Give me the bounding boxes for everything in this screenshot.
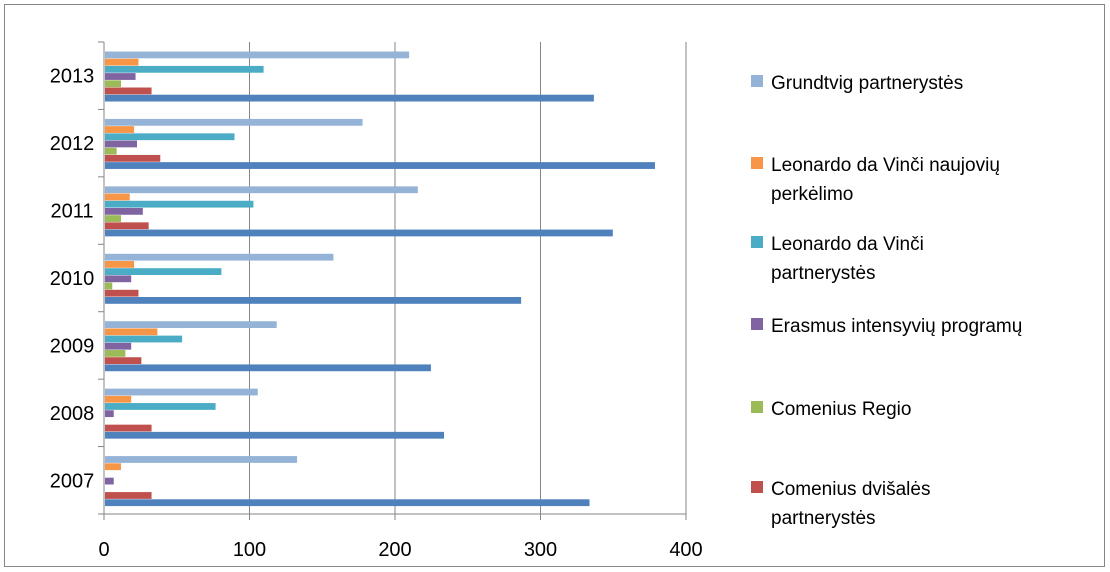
legend-swatch	[751, 236, 763, 248]
y-tick-label: 2012	[50, 133, 95, 155]
bar-2012-series-3	[105, 140, 138, 148]
y-tick-label: 2013	[50, 66, 95, 88]
bar-2008-series-1	[105, 424, 152, 432]
bar-2007-series-1	[105, 492, 152, 499]
bar-2008-series-6	[105, 388, 258, 396]
bar-2012-series-2	[105, 147, 117, 155]
x-tick-label: 100	[233, 539, 266, 561]
bar-2011-series-4	[105, 200, 254, 208]
bar-2009-series-6	[105, 321, 277, 329]
bar-2007-series-0	[105, 499, 590, 507]
bar-2009-series-4	[105, 335, 183, 343]
legend-swatch	[751, 318, 763, 330]
legend-label: partnerystės	[771, 263, 876, 284]
bar-2007-series-5	[105, 463, 122, 471]
legend-swatch	[751, 481, 763, 493]
bar-2008-series-3	[105, 410, 114, 418]
bar-2007-series-3	[105, 477, 114, 485]
bar-2010-series-4	[105, 268, 222, 275]
bar-2009-series-2	[105, 350, 126, 357]
bar-2008-series-4	[105, 403, 216, 410]
bar-2013-series-1	[105, 87, 152, 95]
bar-2011-series-3	[105, 207, 143, 215]
y-tick-label: 2010	[50, 268, 95, 290]
legend-label: Erasmus intensyvių programų	[771, 316, 1022, 337]
bar-2010-series-5	[105, 261, 135, 268]
legend-label: Grundtvig partnerystės	[771, 73, 963, 94]
bar-2011-series-6	[105, 186, 418, 194]
y-tick-label: 2008	[50, 403, 95, 425]
bar-2009-series-5	[105, 328, 158, 336]
bar-2011-series-0	[105, 229, 613, 237]
bar-2007-series-6	[105, 456, 298, 463]
y-tick-label: 2011	[50, 201, 93, 223]
bar-2012-series-0	[105, 162, 655, 169]
bar-2013-series-5	[105, 58, 139, 66]
bar-2013-series-6	[105, 51, 410, 59]
x-tick-label: 300	[524, 539, 557, 561]
legend-swatch	[751, 75, 763, 87]
bar-2012-series-4	[105, 133, 235, 141]
bar-2010-series-0	[105, 297, 522, 304]
bar-2012-series-5	[105, 126, 135, 133]
x-tick-label: 400	[669, 539, 702, 561]
bar-2013-series-2	[105, 80, 122, 88]
bar-2010-series-3	[105, 275, 132, 283]
legend-swatch	[751, 157, 763, 169]
legend-label: Comenius Regio	[771, 399, 911, 420]
bar-2008-series-5	[105, 395, 132, 403]
bar-2008-series-0	[105, 431, 445, 439]
bar-2011-series-5	[105, 193, 130, 201]
bar-2010-series-1	[105, 289, 139, 297]
bar-2009-series-0	[105, 364, 431, 372]
bar-2009-series-3	[105, 342, 132, 350]
legend-label: perkėlimo	[771, 184, 853, 205]
y-tick-label: 2007	[50, 470, 95, 492]
x-tick-label: 0	[98, 539, 109, 561]
legend-label: Leonardo da Vinči naujovių	[771, 155, 1000, 176]
bar-2013-series-3	[105, 73, 136, 80]
bar-2013-series-4	[105, 65, 264, 73]
bar-2009-series-1	[105, 357, 142, 365]
bar-2011-series-1	[105, 222, 149, 230]
y-tick-label: 2009	[50, 335, 95, 357]
legend-label: partnerystės	[771, 508, 876, 529]
bar-2013-series-0	[105, 94, 594, 102]
legend-label: Comenius dvišalės	[771, 479, 930, 500]
bar-2010-series-6	[105, 253, 334, 261]
bar-2012-series-6	[105, 118, 363, 126]
bar-2012-series-1	[105, 154, 161, 162]
legend-label: Leonardo da Vinči	[771, 234, 924, 255]
x-tick-label: 200	[378, 539, 411, 561]
bar-2011-series-2	[105, 215, 122, 222]
legend-swatch	[751, 401, 763, 413]
bar-2010-series-2	[105, 282, 113, 290]
